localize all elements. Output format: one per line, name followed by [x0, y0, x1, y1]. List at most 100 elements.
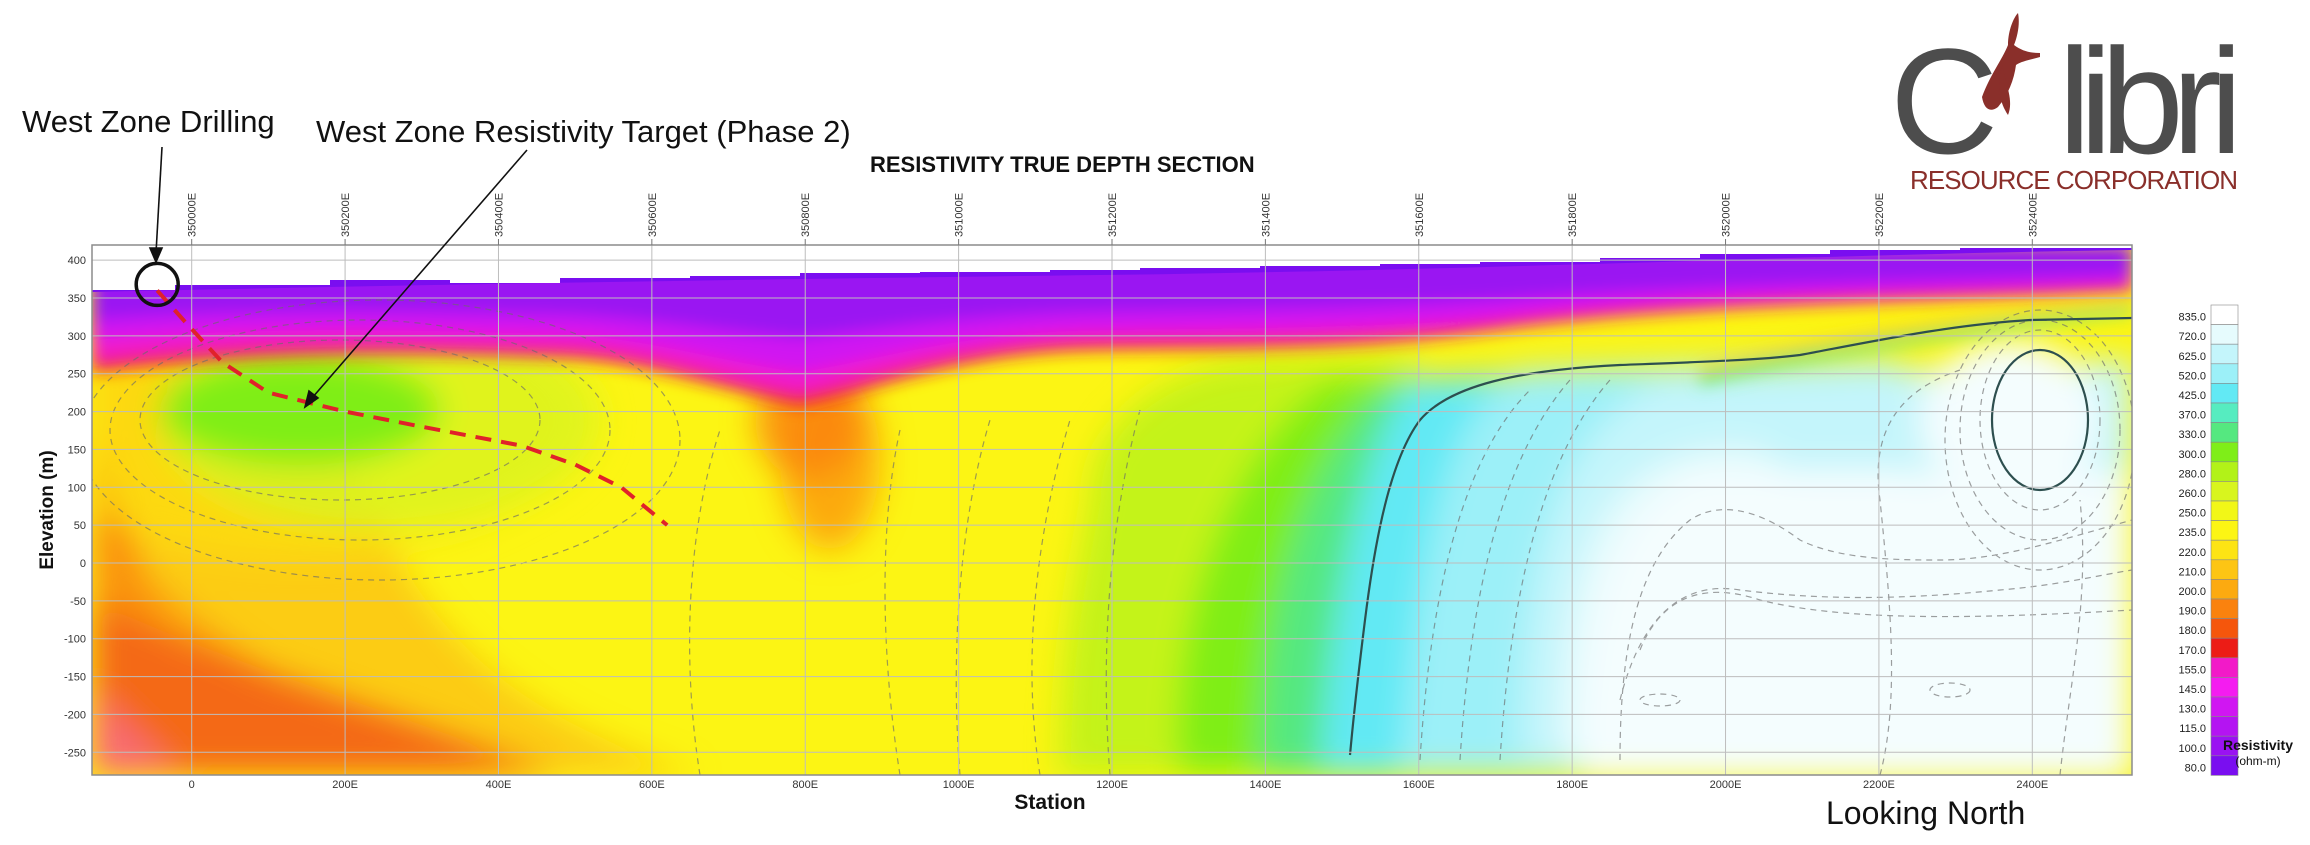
y-tick-label: -200 — [64, 709, 86, 721]
legend-value-label: 180.0 — [2178, 625, 2206, 637]
legend-units: (ohm-m) — [2235, 754, 2280, 768]
y-tick-label: 0 — [80, 558, 86, 570]
legend-value-label: 300.0 — [2178, 449, 2206, 461]
legend-value-label: 720.0 — [2178, 331, 2206, 343]
legend-value-label: 370.0 — [2178, 410, 2206, 422]
looking-north-label: Looking North — [1826, 795, 2026, 831]
drill-markers — [134, 261, 669, 527]
legend-value-label: 330.0 — [2178, 429, 2206, 441]
drill-collar-circle — [134, 261, 180, 308]
legend-value-label: 100.0 — [2178, 743, 2206, 755]
top-tick-label: 350600E — [647, 193, 659, 237]
x-tick-label: 0 — [189, 779, 195, 791]
x-tick-label: 1800E — [1556, 779, 1588, 791]
legend-value-label: 425.0 — [2178, 390, 2206, 402]
top-tick-label: 352000E — [1721, 193, 1733, 237]
legend-value-label: 260.0 — [2178, 488, 2206, 500]
x-tick-label: 1200E — [1096, 779, 1128, 791]
hummingbird-icon — [1982, 13, 2040, 115]
legend-value-label: 250.0 — [2178, 508, 2206, 520]
legend-swatch — [2210, 363, 2239, 384]
top-tick-label: 351000E — [954, 193, 966, 237]
x-tick-label: 200E — [332, 779, 358, 791]
logo-libri-glyphs: libri — [2058, 17, 2243, 185]
x-tick-label: 600E — [639, 779, 665, 791]
legend-swatch — [2210, 324, 2239, 345]
x-tick-label: 2000E — [1710, 779, 1742, 791]
x-tick-label: 800E — [792, 779, 818, 791]
top-tick-label: 350400E — [493, 193, 505, 237]
west-zone-drilling-label: West Zone Drilling — [22, 104, 275, 139]
resistivity-fill — [92, 245, 2132, 775]
chart-title: RESISTIVITY TRUE DEPTH SECTION — [870, 152, 1255, 177]
y-tick-label: -100 — [64, 634, 86, 646]
legend-value-label: 210.0 — [2178, 566, 2206, 578]
legend-title: Resistivity — [2223, 737, 2293, 753]
legend-value-label: 155.0 — [2178, 664, 2206, 676]
legend-swatch — [2210, 461, 2239, 482]
top-tick-label: 352400E — [2027, 193, 2039, 237]
top-tick-label: 351200E — [1107, 193, 1119, 237]
legend-swatch — [2210, 579, 2239, 600]
drilling-arrow-head — [148, 247, 164, 265]
top-tick-label: 350200E — [340, 193, 352, 237]
logo-c-glyph: C — [1890, 17, 1998, 185]
y-tick-label: 150 — [68, 444, 86, 456]
y-tick-label: 250 — [68, 369, 86, 381]
top-tick-label: 350800E — [800, 193, 812, 237]
legend-swatch — [2210, 716, 2239, 737]
legend-swatch — [2210, 383, 2239, 404]
contour-lines — [92, 299, 2132, 775]
legend-value-label: 625.0 — [2178, 351, 2206, 363]
legend-value-label: 145.0 — [2178, 684, 2206, 696]
legend-value-label: 190.0 — [2178, 606, 2206, 618]
y-tick-label: -150 — [64, 672, 86, 684]
contour-lines-solid — [1348, 316, 2132, 756]
legend-swatch — [2210, 618, 2239, 639]
legend-swatch — [2210, 441, 2239, 463]
legend-swatch — [2210, 598, 2239, 619]
legend-swatch — [2210, 677, 2239, 698]
y-tick-label: -250 — [64, 747, 86, 759]
legend-swatch — [2210, 402, 2239, 423]
y-tick-label: -50 — [70, 596, 86, 608]
legend-swatch — [2210, 696, 2239, 717]
legend-swatch — [2210, 500, 2239, 521]
x-tick-label: 2200E — [1863, 779, 1895, 791]
legend-swatch — [2210, 657, 2239, 678]
top-tick-label: 350000E — [187, 193, 199, 237]
legend-swatch — [2210, 637, 2239, 659]
legend-value-label: 520.0 — [2178, 370, 2206, 382]
top-axis-ticks: 350000E 350200E 350400E 350600E 350800E 35100… — [187, 193, 2039, 245]
annotation-arrows — [148, 146, 528, 409]
legend-swatch — [2210, 343, 2239, 365]
legend-value-label: 115.0 — [2179, 723, 2206, 735]
x-tick-label: 2400E — [2016, 779, 2048, 791]
y-axis-ticks: 400 350 300 250 200 150 100 50 0 -50 -100 -150 -200 -… — [64, 255, 86, 759]
target-arrow-head — [303, 389, 320, 409]
legend-value-label: 235.0 — [2178, 527, 2206, 539]
legend-swatch — [2210, 422, 2239, 443]
drill-trace-line — [155, 289, 669, 527]
top-tick-label: 351400E — [1260, 193, 1272, 237]
drilling-arrow-line — [155, 146, 163, 254]
y-tick-label: 50 — [74, 520, 86, 532]
x-axis-ticks: 0 200E 400E 600E 800E 1000E 1200E 1400E 1600E 180… — [189, 779, 2049, 791]
legend-swatch — [2210, 539, 2239, 561]
legend-swatch — [2210, 755, 2239, 776]
legend-value-label: 280.0 — [2178, 468, 2206, 480]
x-axis-label: Station — [1014, 791, 1085, 814]
legend-value-label: 200.0 — [2178, 586, 2206, 598]
x-tick-label: 1000E — [943, 779, 975, 791]
logo-tagline: RESOURCE CORPORATION — [1910, 165, 2240, 195]
y-axis-label: Elevation (m) — [37, 450, 58, 569]
y-tick-label: 400 — [68, 255, 86, 267]
resistivity-legend: 835.0 720.0 625.0 520.0 425.0 370.0 330.0 300.0… — [2178, 304, 2239, 776]
y-tick-label: 200 — [68, 407, 86, 419]
legend-swatch — [2210, 559, 2239, 580]
legend-value-label: 220.0 — [2178, 547, 2206, 559]
target-arrow-line — [311, 149, 528, 399]
x-tick-label: 1600E — [1403, 779, 1435, 791]
legend-value-label: 835.0 — [2178, 312, 2206, 324]
